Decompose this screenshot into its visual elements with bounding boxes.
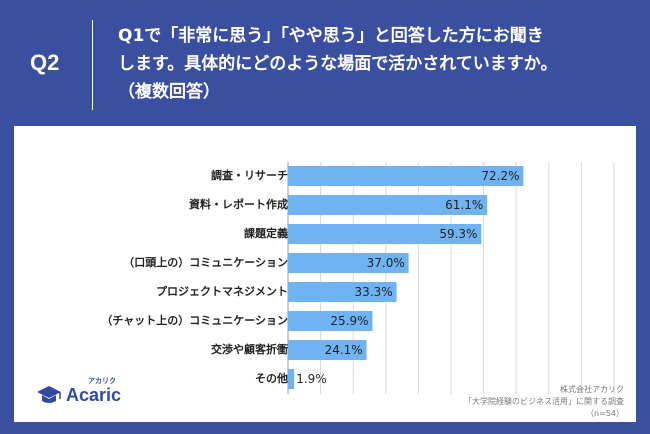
bar bbox=[288, 195, 488, 215]
value-label: 25.9% bbox=[330, 314, 369, 328]
bar-chart bbox=[287, 162, 615, 394]
chart-panel: 調査・リサーチ 72.2% 資料・レポート作成 61.1% 課題定義 59.3% （口頭上の… bbox=[14, 126, 636, 422]
category-label: （チャット上の）コミュニケーション bbox=[101, 314, 288, 327]
value-label: 59.3% bbox=[439, 227, 478, 241]
bar bbox=[288, 282, 397, 302]
value-label: 1.9% bbox=[296, 372, 327, 386]
value-label: 24.1% bbox=[324, 343, 363, 357]
value-label: 61.1% bbox=[445, 198, 484, 212]
source-note: 株式会社アカリク 「大学院経験のビジネス活用」に関する調査 （n=54） bbox=[464, 384, 624, 420]
bar bbox=[288, 224, 482, 244]
category-label: 調査・リサーチ bbox=[211, 169, 288, 182]
header: Q2 Q1で「非常に思う」「やや思う」と回答した方にお聞き します。具体的にどの… bbox=[0, 0, 650, 126]
bar bbox=[288, 340, 367, 360]
acaric-logo: Acaric アカリク bbox=[36, 377, 122, 406]
question-text: Q1で「非常に思う」「やや思う」と回答した方にお聞き します。具体的にどのような… bbox=[118, 26, 558, 102]
value-label: 33.3% bbox=[354, 285, 393, 299]
category-label: 交渉や顧客折衝 bbox=[211, 343, 288, 356]
category-label: （口頭上の）コミュニケーション bbox=[123, 256, 288, 269]
category-label: 資料・レポート作成 bbox=[189, 198, 288, 211]
bar bbox=[288, 369, 295, 389]
source-sample-size: （n=54） bbox=[586, 409, 624, 418]
bar bbox=[288, 166, 524, 186]
source-company: 株式会社アカリク bbox=[560, 385, 624, 394]
source-survey: 「大学院経験のビジネス活用」に関する調査 bbox=[464, 397, 624, 406]
logo-subtext: アカリク bbox=[88, 377, 116, 385]
category-label: 課題定義 bbox=[244, 227, 288, 240]
logo-text: Acaric bbox=[66, 384, 122, 405]
question-number: Q2 bbox=[30, 50, 60, 75]
header-divider bbox=[92, 20, 93, 110]
value-label: 37.0% bbox=[366, 256, 405, 270]
category-label: その他 bbox=[255, 372, 288, 385]
category-label: プロジェクトマネジメント bbox=[156, 285, 288, 298]
bar bbox=[288, 253, 409, 273]
value-label: 72.2% bbox=[481, 169, 520, 183]
bar bbox=[288, 311, 373, 331]
graduation-cap-icon bbox=[37, 386, 61, 403]
